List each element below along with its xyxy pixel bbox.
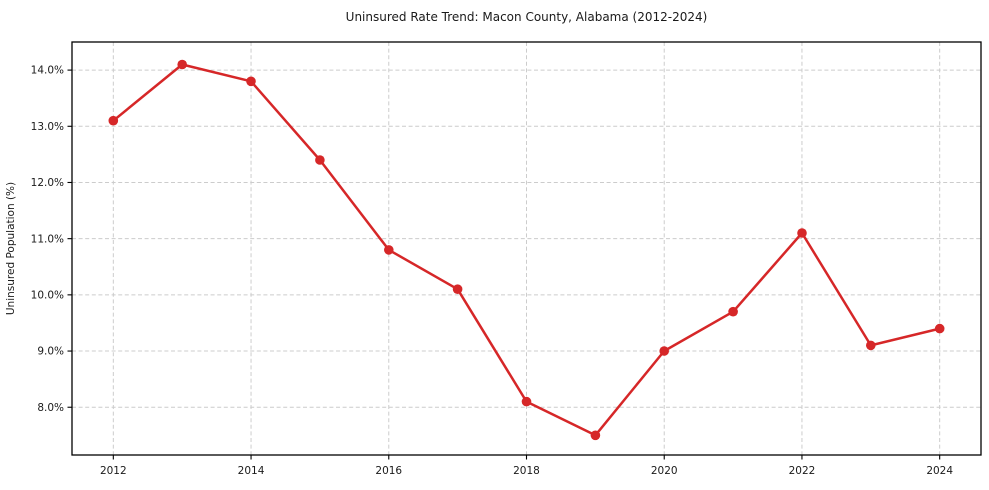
data-point-marker [866,340,876,351]
y-axis-label: Uninsured Population (%) [5,182,17,315]
data-point-marker [315,155,325,165]
data-point-marker [590,430,601,441]
data-point-marker [659,346,669,356]
axis-layer: 8.0% 9.0% 10.0% 11.0% 12.0% 13.0% 14.0% 2012 201… [31,41,982,477]
x-tick-label: 2020 [651,465,678,477]
y-tick-label: 9.0% [37,346,64,358]
x-tick-label: 2022 [789,465,816,477]
x-tick-label: 2018 [513,465,540,477]
data-point-marker [521,396,532,407]
y-tick-label: 13.0% [31,121,64,133]
x-tick-label: 2016 [375,465,402,477]
chart-title: Uninsured Rate Trend: Macon County, Alab… [346,10,708,24]
data-point-marker [177,59,187,70]
x-tick-label: 2012 [100,465,127,477]
data-point-marker [246,76,256,87]
y-tick-label: 8.0% [37,402,64,414]
grid-layer [72,42,981,455]
series-layer [108,59,945,441]
y-tick-label: 10.0% [31,289,64,301]
data-point-marker [384,245,394,255]
data-point-marker [452,284,463,295]
data-point-marker [934,323,945,334]
x-tick-label: 2014 [238,465,265,477]
data-point-marker [108,115,119,126]
y-tick-label: 11.0% [31,233,64,245]
data-point-marker [797,228,807,238]
y-tick-label: 14.0% [31,65,64,77]
data-point-marker [728,306,738,317]
y-tick-label: 12.0% [31,177,64,189]
x-tick-label: 2024 [926,465,953,477]
